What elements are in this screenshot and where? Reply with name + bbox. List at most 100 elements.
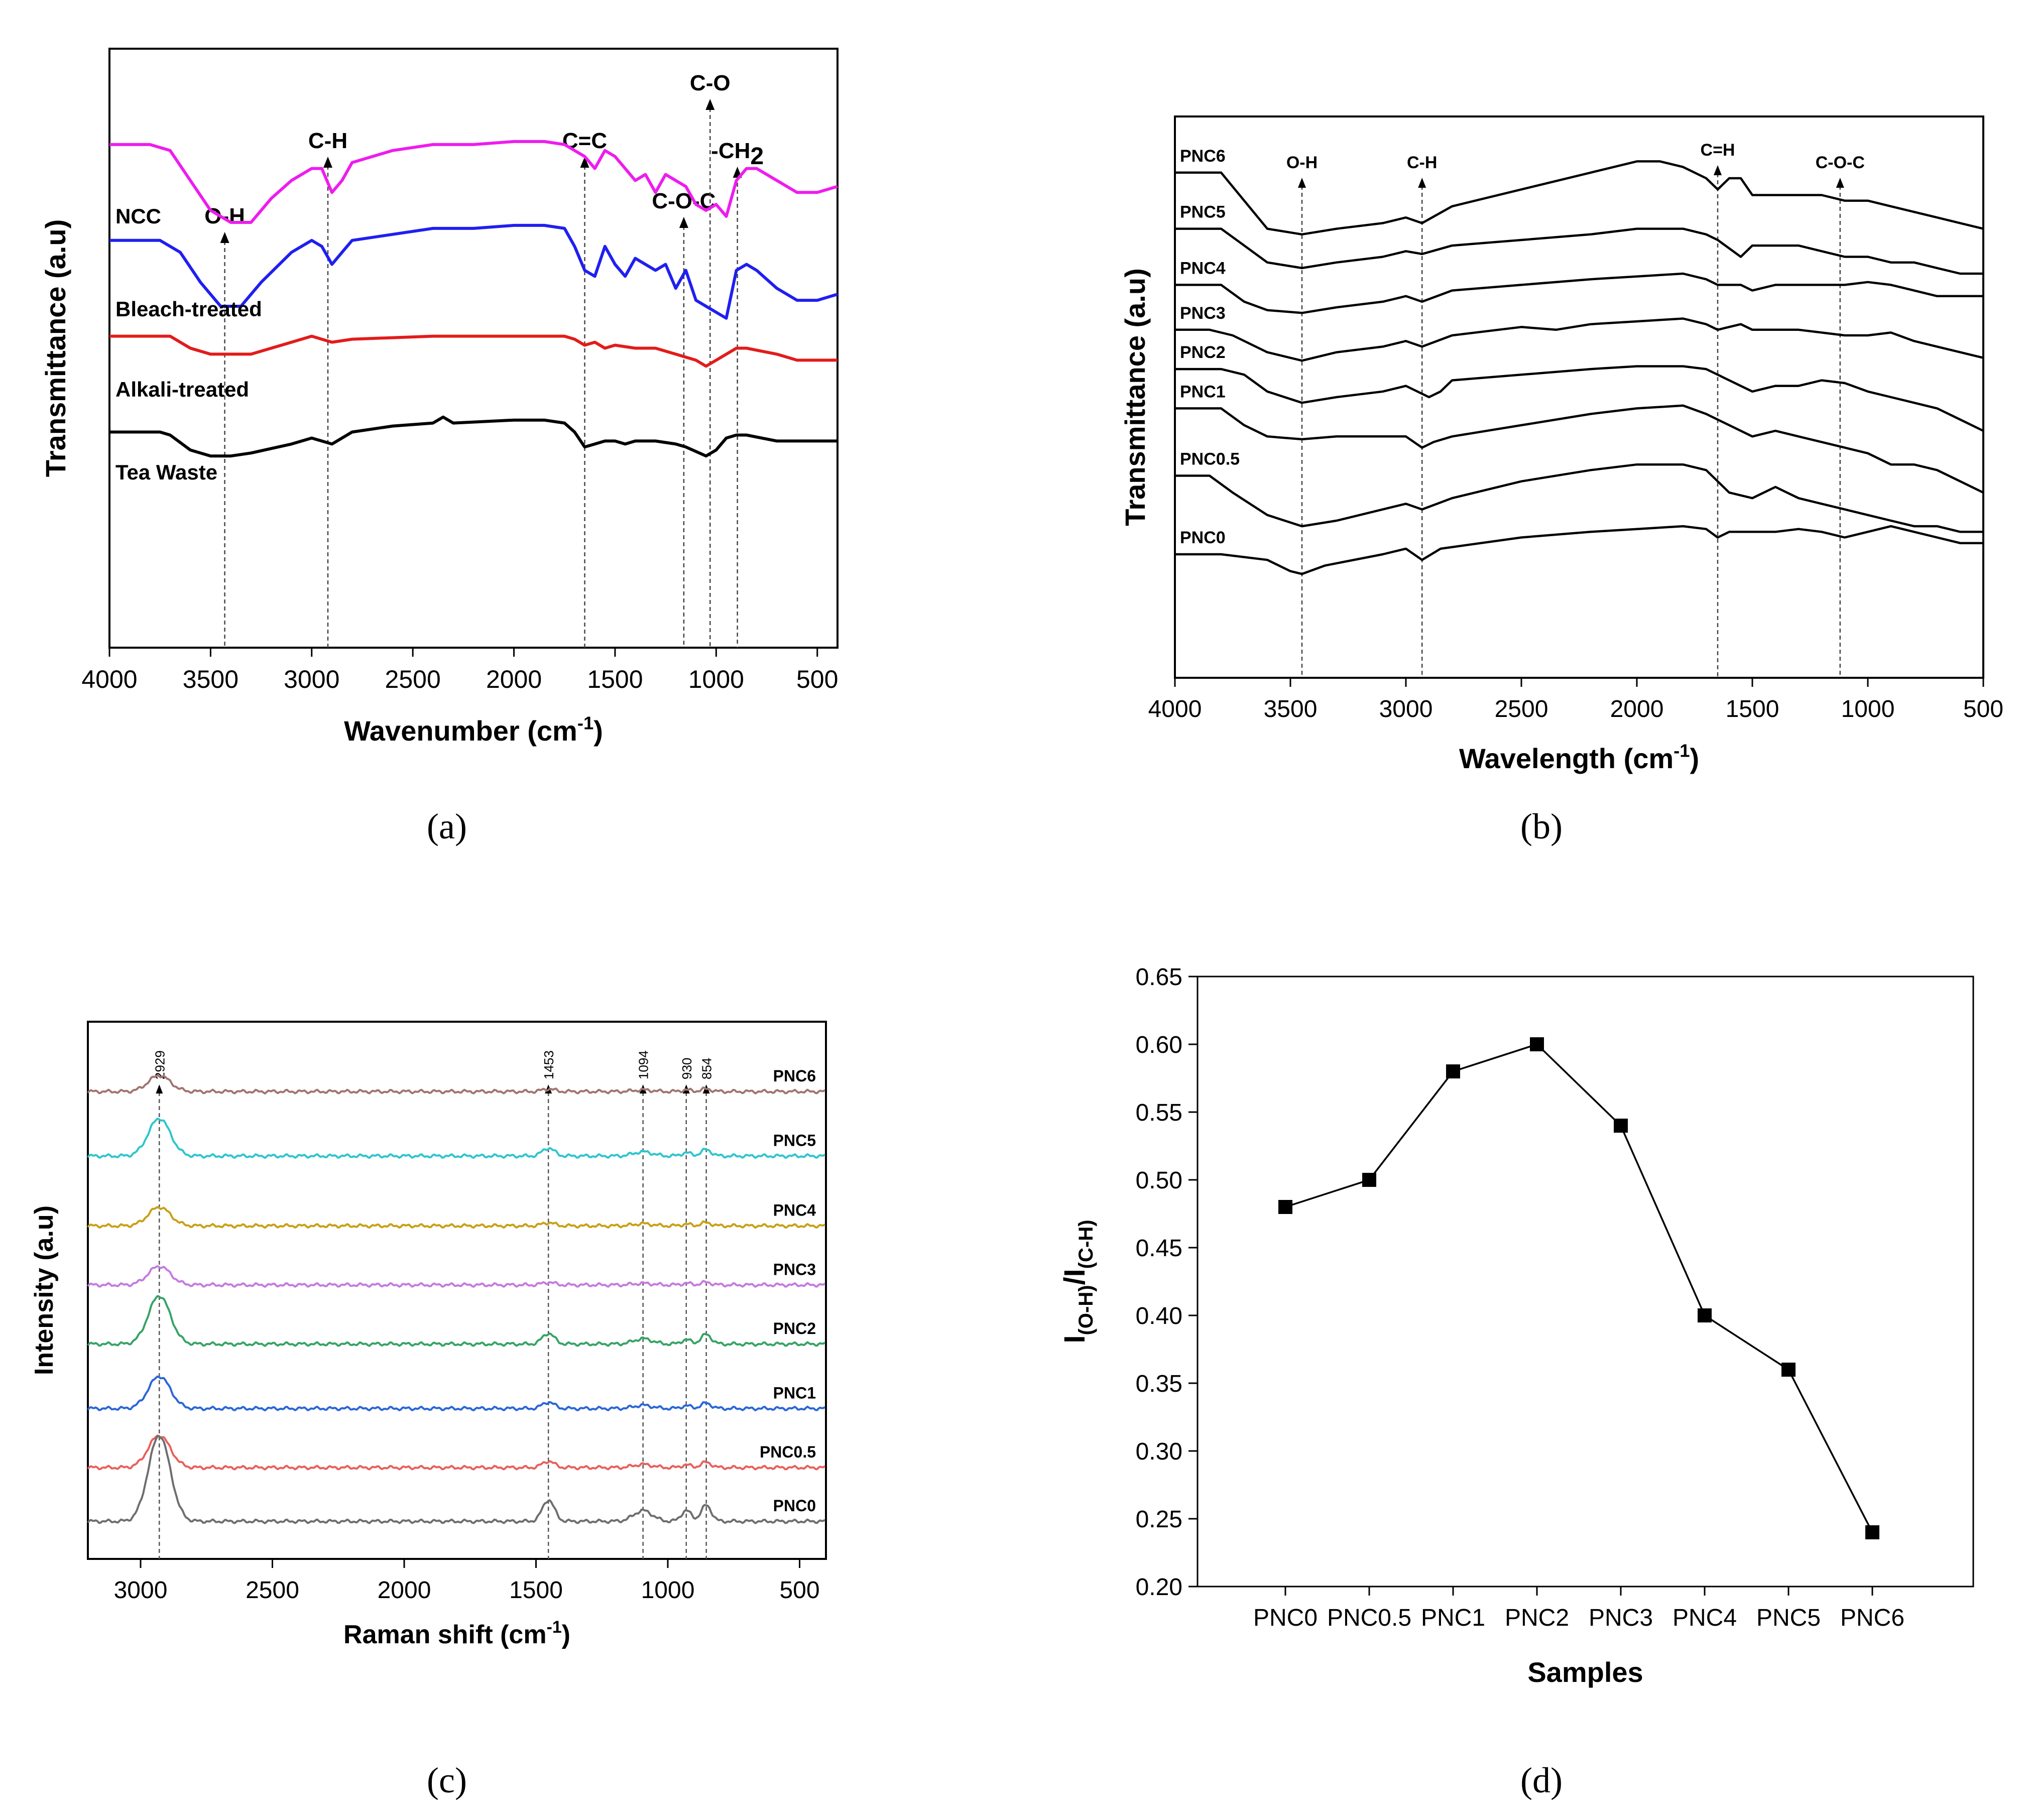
panel-a-x-tick-label: 500 — [796, 665, 838, 693]
panel-a-x-tick-label: 3500 — [183, 665, 238, 693]
panel-b-peak-arrow-c-h — [1418, 178, 1426, 188]
panel-b-x-tick-label: 1000 — [1841, 696, 1895, 722]
panel-a-peak-arrow-c-c — [580, 157, 589, 168]
panel-b-caption: (b) — [1520, 806, 1563, 846]
panel-c-peak-label-930: 930 — [679, 1058, 694, 1079]
panel-d-ratio-chart: 0.20 0.25 0.30 0.35 0.40 0.45 0.50 0.55 0.60 0.65… — [1058, 964, 1974, 1688]
panel-c-series-line-pnc1 — [87, 1375, 825, 1412]
panel-b-series-label-pnc6: PNC6 — [1180, 147, 1226, 166]
panel-d-series-line — [1285, 1043, 1873, 1533]
panel-d-y-tick-label: 0.60 — [1136, 1032, 1182, 1058]
panel-d-point-pnc1 — [1446, 1064, 1460, 1078]
panel-d-x-tick-label-pnc3: PNC3 — [1589, 1605, 1653, 1631]
panel-b-plot-frame — [1174, 115, 1984, 679]
panel-a-series-line-alkali-treated — [109, 334, 838, 368]
panel-c-series-line-pnc5 — [87, 1118, 825, 1159]
panel-a-series-label-tea-waste: Tea Waste — [115, 460, 217, 484]
panel-b-series-label-pnc0: PNC0 — [1180, 528, 1226, 547]
panel-c-caption: (c) — [427, 1760, 467, 1800]
panel-a-series-label-bleach-treated: Bleach-treated — [115, 297, 262, 321]
panel-d-y-tick-label: 0.45 — [1136, 1235, 1182, 1262]
panel-c-plot-frame — [87, 1021, 827, 1560]
panel-a-plot-frame — [108, 48, 839, 649]
panel-b-ftir-chart: 4000 3500 3000 2500 2000 1500 1000 500 Wavelengt… — [1119, 115, 2003, 774]
panel-a-series-line-tea-waste — [109, 415, 838, 458]
panel-d-x-tick-label-pnc4: PNC4 — [1673, 1605, 1737, 1631]
panel-b-series-line-pnc2 — [1175, 365, 1984, 432]
panel-c-series-line-pnc6 — [87, 1074, 825, 1095]
panel-b-peak-arrow-o-h — [1298, 178, 1306, 188]
panel-b-series-line-pnc4 — [1175, 272, 1983, 314]
panel-b-x-tick-label: 500 — [1963, 696, 2003, 722]
panel-b-peak-label-o-h: O-H — [1286, 153, 1318, 172]
panel-b-series-line-pnc5 — [1175, 227, 1983, 275]
panel-b-peak-arrow-c-h — [1714, 165, 1722, 175]
panel-a-peak-arrow-c-o-c — [679, 217, 688, 228]
panel-c-raman-chart: 3000 2500 2000 1500 1000 500 Raman shift (cm-1… — [30, 1021, 827, 1649]
panel-d-caption: (d) — [1520, 1760, 1563, 1800]
panel-d-point-pnc5 — [1781, 1363, 1796, 1377]
panel-b-x-axis-label: Wavelength (cm-1) — [1459, 741, 1699, 774]
panel-a-peak-label-o-h: O-H — [204, 204, 245, 228]
panel-a-x-tick-label: 4000 — [81, 665, 137, 693]
panel-d-x-tick-label-pnc6: PNC6 — [1840, 1605, 1904, 1631]
panel-c-series-label-pnc4: PNC4 — [773, 1201, 816, 1220]
panel-a-series-label-ncc: NCC — [115, 204, 161, 228]
panel-b-x-tick-label: 3000 — [1379, 696, 1433, 722]
panel-a-peak-label-ch2: -CH2 — [711, 139, 764, 170]
panel-b-series-label-pnc2: PNC2 — [1180, 343, 1226, 362]
panel-d-point-pnc6 — [1865, 1525, 1879, 1539]
panel-c-series-label-pnc0-5: PNC0.5 — [760, 1443, 816, 1461]
panel-b-x-tick-label: 1500 — [1726, 696, 1779, 722]
panel-c-series-label-pnc2: PNC2 — [773, 1319, 816, 1338]
panel-b-series-line-pnc3 — [1175, 317, 1984, 362]
panel-c-series-label-pnc1: PNC1 — [773, 1384, 816, 1402]
panel-d-y-tick-label: 0.30 — [1136, 1438, 1182, 1465]
panel-d-y-tick-label: 0.40 — [1136, 1303, 1182, 1329]
panel-c-peak-label-1094: 1094 — [636, 1050, 651, 1079]
panel-c-series-line-pnc0-5 — [87, 1434, 825, 1471]
panel-b-series-line-pnc1 — [1175, 404, 1984, 494]
panel-b-series-label-pnc0-5: PNC0.5 — [1180, 450, 1240, 469]
panel-c-x-tick-label: 2000 — [378, 1577, 431, 1604]
panel-c-peak-arrow-2929 — [156, 1084, 163, 1094]
panel-a-peak-label-c-h: C-H — [308, 129, 347, 153]
panel-c-series-label-pnc5: PNC5 — [773, 1132, 816, 1150]
panel-c-x-tick-label: 3000 — [114, 1577, 168, 1604]
panel-a-y-axis-label: Transmittance (a.u) — [40, 219, 71, 477]
panel-c-x-tick-label: 1000 — [641, 1577, 695, 1604]
panel-a-x-tick-label: 2000 — [486, 665, 542, 693]
panel-b-x-tick-label: 2500 — [1495, 696, 1548, 722]
panel-d-x-axis-label: Samples — [1527, 1656, 1643, 1688]
panel-d-point-pnc0 — [1278, 1200, 1292, 1214]
panel-c-series-line-pnc4 — [87, 1206, 825, 1229]
panel-b-series-label-pnc1: PNC1 — [1180, 382, 1226, 401]
panel-d-point-pnc0-5 — [1362, 1173, 1376, 1187]
panel-d-point-pnc3 — [1614, 1119, 1628, 1133]
panel-b-peak-label-c-h: C=H — [1701, 141, 1735, 160]
panel-b-peak-label-c-o-c: C-O-C — [1816, 153, 1865, 172]
panel-d-y-tick-label: 0.55 — [1136, 1100, 1182, 1126]
panel-b-y-axis-label: Transmittance (a.u) — [1119, 268, 1151, 526]
panel-a-x-axis-label: Wavenumber (cm-1) — [344, 713, 603, 747]
panel-c-x-tick-label: 500 — [779, 1577, 819, 1604]
panel-d-x-tick-label-pnc0: PNC0 — [1253, 1605, 1318, 1631]
panel-b-x-tick-label: 2000 — [1610, 696, 1664, 722]
panel-d-x-tick-label-pnc1: PNC1 — [1421, 1605, 1485, 1631]
panel-c-peak-label-854: 854 — [699, 1058, 714, 1079]
panel-b-series-label-pnc5: PNC5 — [1180, 203, 1226, 222]
panel-d-x-tick-label-pnc5: PNC5 — [1756, 1605, 1821, 1631]
panel-b-series-label-pnc4: PNC4 — [1180, 259, 1226, 278]
panel-a-peak-label-c-c: C=C — [562, 129, 607, 153]
panel-c-series-line-pnc0 — [87, 1435, 825, 1524]
panel-a-x-tick-label: 1500 — [587, 665, 643, 693]
panel-a-x-tick-label: 1000 — [688, 665, 744, 693]
panel-b-series-line-pnc0 — [1175, 525, 1983, 575]
panel-c-peak-label-2929: 2929 — [152, 1050, 167, 1079]
panel-d-y-tick-label: 0.25 — [1136, 1506, 1182, 1533]
panel-d-y-tick-label: 0.20 — [1136, 1574, 1182, 1601]
panel-a-x-tick-label: 2500 — [385, 665, 441, 693]
panel-a-caption: (a) — [427, 806, 467, 846]
panel-d-point-pnc2 — [1530, 1037, 1544, 1051]
